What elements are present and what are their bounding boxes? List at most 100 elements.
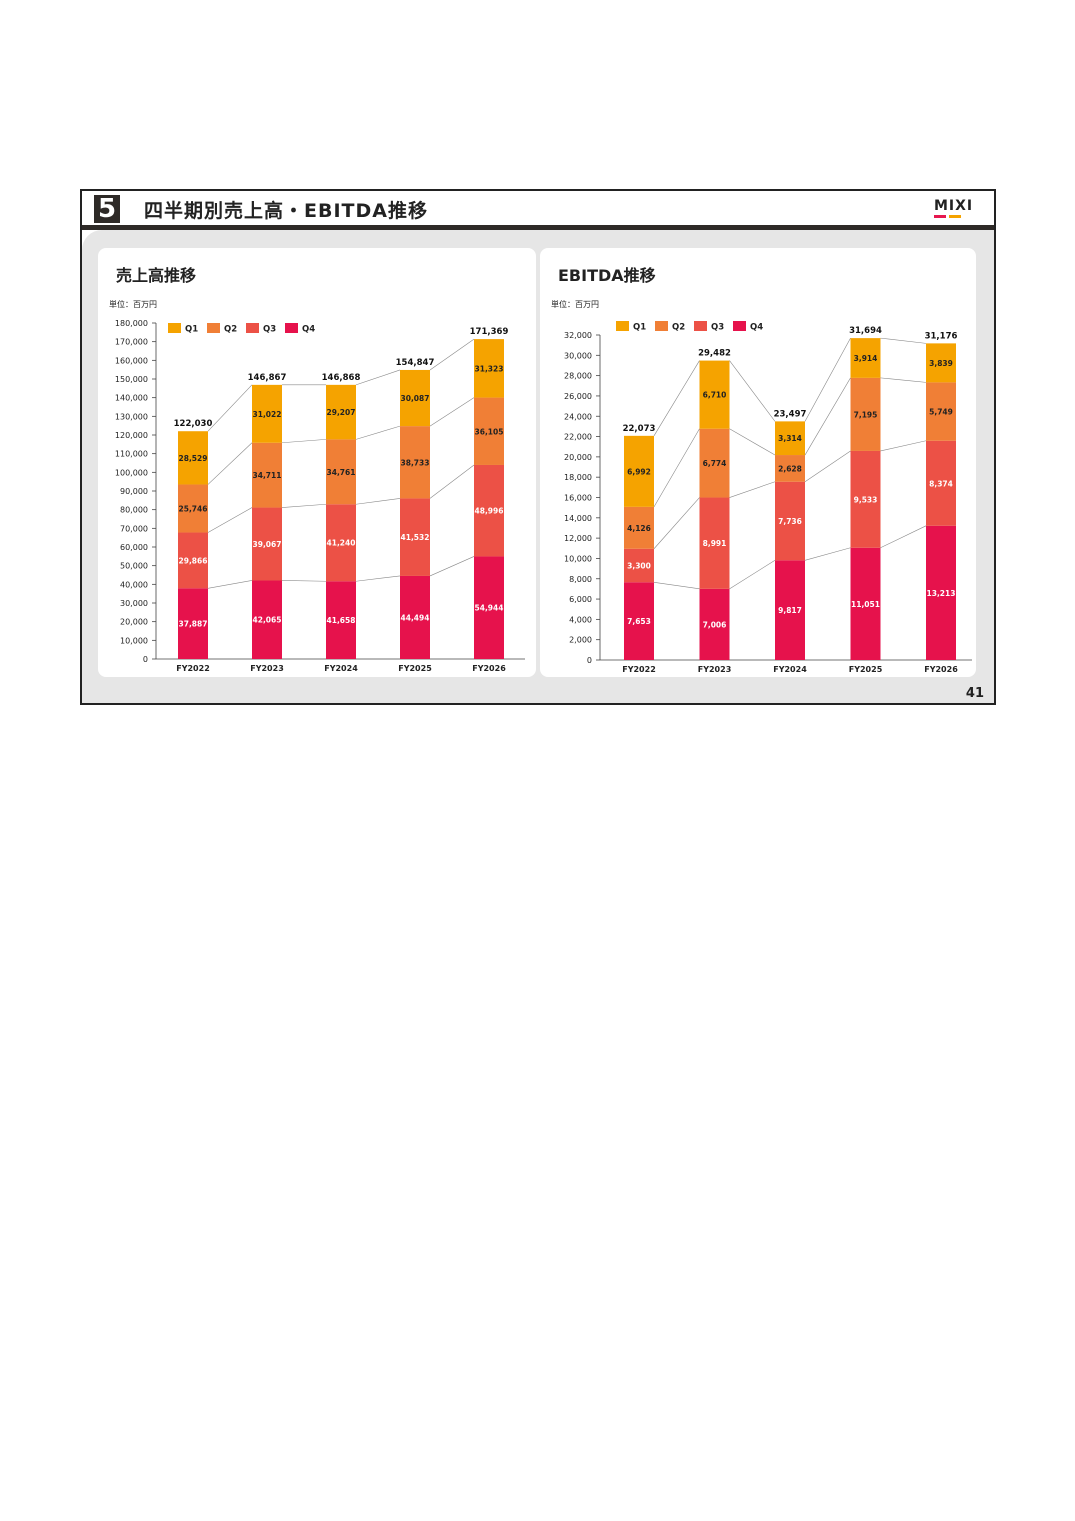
connector-line [207, 580, 253, 589]
y-tick-label: 6,000 [569, 595, 592, 604]
bar-q1-fy2025 [400, 369, 430, 427]
bar-q1-fy2026 [474, 339, 504, 398]
bar-q2-fy2022 [624, 506, 654, 549]
data-label: 34,761 [327, 468, 356, 477]
data-label: 2,628 [778, 464, 802, 473]
connector-line [281, 439, 327, 444]
data-label: 38,733 [401, 458, 430, 467]
total-label: 146,868 [322, 373, 361, 383]
slide: 5 四半期別売上高・EBITDA推移 MIXI 売上高推移 単位：百万円 0 10… [80, 189, 996, 705]
data-label: 37,887 [179, 620, 208, 629]
legend-swatch-q2 [207, 323, 220, 333]
data-label: 3,839 [929, 359, 953, 368]
bar-q4-fy2024 [326, 581, 356, 659]
y-tick-label: 2,000 [569, 636, 592, 645]
bar-q4-fy2025 [400, 575, 430, 659]
data-label: 25,746 [179, 504, 208, 513]
bar-q3-fy2026 [926, 440, 956, 526]
y-tick-label: 0 [587, 656, 592, 665]
legend-swatch-q2 [655, 321, 668, 331]
y-tick-label: 16,000 [564, 494, 592, 503]
y-tick-label: 50,000 [120, 562, 148, 571]
total-label: 154,847 [396, 358, 435, 368]
connector-line [281, 580, 327, 582]
legend-swatch-q3 [246, 323, 259, 333]
total-label: 171,369 [470, 327, 509, 337]
bar-q2-fy2024 [326, 439, 356, 505]
connector-line [804, 377, 851, 456]
connector-line [355, 575, 401, 582]
data-label: 54,944 [475, 604, 504, 613]
legend-swatch-q1 [616, 321, 629, 331]
data-label: 8,374 [929, 479, 953, 488]
bar-q2-fy2023 [699, 428, 730, 498]
y-tick-label: 120,000 [115, 431, 148, 440]
connector-line [429, 397, 475, 427]
bar-q1-fy2025 [850, 338, 881, 378]
connector-line [207, 507, 253, 533]
x-tick-label: FY2023 [698, 665, 732, 674]
legend-swatch-q4 [285, 323, 298, 333]
logo-bar-yellow [949, 215, 961, 218]
revenue-panel: 売上高推移 単位：百万円 0 10,000 20,000 30,000 40,000 50… [98, 248, 536, 677]
data-label: 34,711 [253, 471, 282, 480]
data-label: 36,105 [475, 427, 504, 436]
x-tick-label: FY2026 [472, 664, 506, 673]
legend-swatch-q1 [168, 323, 181, 333]
legend-label: Q1 [633, 323, 646, 333]
bar-q1-fy2022 [624, 435, 654, 507]
connector-line [804, 547, 851, 561]
x-tick-label: FY2022 [176, 664, 210, 673]
y-tick-label: 110,000 [115, 450, 148, 459]
y-tick-label: 180,000 [115, 319, 148, 328]
logo-text: MIXI [934, 198, 974, 214]
bar-q2-fy2026 [474, 397, 504, 465]
bar-q4-fy2022 [624, 582, 654, 660]
data-label: 7,653 [627, 617, 651, 626]
y-tick-label: 150,000 [115, 375, 148, 384]
connector-line [429, 338, 475, 371]
connector-line [729, 428, 776, 456]
data-label: 9,533 [854, 495, 878, 504]
connector-line [429, 556, 475, 577]
connector-line [355, 369, 401, 386]
legend-label: Q3 [263, 325, 276, 335]
bar-q1-fy2023 [252, 384, 282, 443]
connector-line [207, 442, 253, 485]
connector-line [207, 384, 253, 432]
y-tick-label: 24,000 [564, 412, 592, 421]
y-tick-label: 0 [143, 655, 148, 664]
bar-q4-fy2026 [926, 525, 956, 660]
data-label: 13,213 [927, 589, 956, 598]
data-label: 3,914 [854, 354, 878, 363]
y-tick-label: 20,000 [564, 453, 592, 462]
y-tick-label: 22,000 [564, 433, 592, 442]
legend-swatch-q3 [694, 321, 707, 331]
total-label: 31,694 [849, 326, 882, 336]
bar-q2-fy2023 [252, 442, 282, 508]
connector-line [880, 337, 927, 344]
data-label: 41,240 [327, 539, 356, 548]
data-label: 30,087 [401, 394, 430, 403]
bar-q3-fy2022 [624, 548, 654, 583]
legend-label: Q2 [672, 323, 685, 333]
ebitda-chart-title: EBITDA推移 [558, 266, 656, 285]
connector-line [804, 337, 851, 422]
y-tick-label: 20,000 [120, 618, 148, 627]
logo-bar-pink [934, 215, 946, 218]
x-tick-label: FY2025 [849, 665, 883, 674]
bar-q2-fy2022 [178, 484, 208, 533]
legend-label: Q2 [224, 325, 237, 335]
connector-line [355, 425, 401, 440]
header-band [82, 225, 994, 230]
data-label: 31,323 [475, 364, 504, 373]
connector-line [880, 525, 927, 549]
data-label: 44,494 [401, 613, 430, 622]
total-label: 122,030 [174, 419, 213, 429]
y-tick-label: 60,000 [120, 543, 148, 552]
y-tick-label: 30,000 [564, 351, 592, 360]
data-label: 3,300 [627, 562, 651, 571]
bar-q1-fy2026 [926, 343, 956, 383]
connector-line [804, 450, 851, 482]
connector-line [653, 360, 700, 436]
